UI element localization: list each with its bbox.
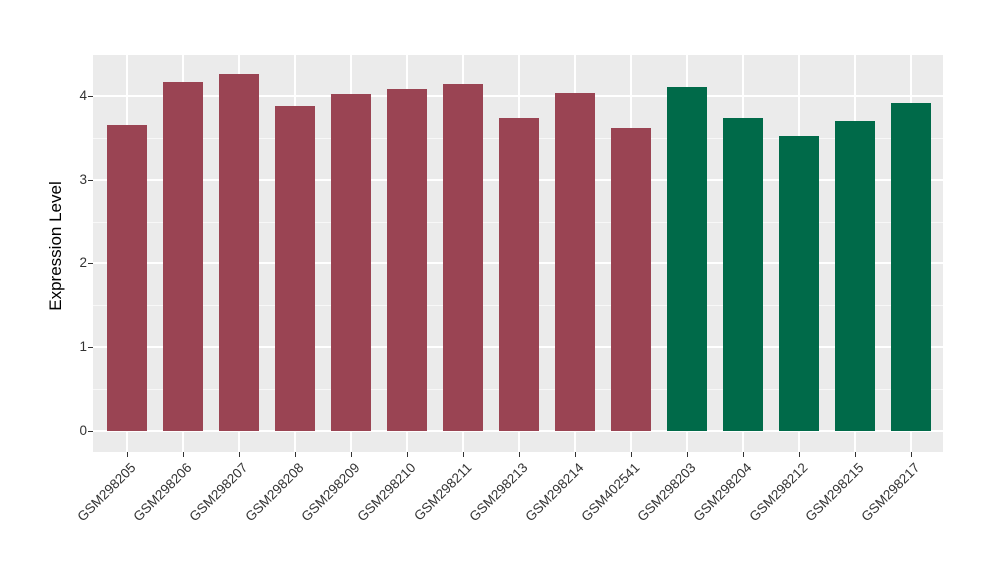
bar-GSM298214 — [554, 93, 595, 431]
x-tick-label: GSM298213 — [466, 460, 531, 525]
bar-GSM402541 — [610, 127, 651, 431]
x-tick-label: GSM298204 — [690, 460, 755, 525]
y-tick-label: 0 — [79, 423, 87, 438]
x-tick-mark — [182, 452, 184, 457]
x-tick-label: GSM298214 — [522, 460, 587, 525]
x-tick-mark — [910, 452, 912, 457]
bar-GSM298205 — [106, 125, 147, 431]
bar-GSM298210 — [386, 89, 427, 431]
x-tick-label: GSM298205 — [74, 460, 139, 525]
x-tick-label: GSM298210 — [354, 460, 419, 525]
y-tick-label: 2 — [79, 255, 87, 271]
gridline-major — [93, 94, 943, 97]
x-tick-label: GSM298206 — [130, 460, 195, 525]
y-tick-label: 4 — [79, 87, 87, 103]
x-tick-label: GSM298208 — [242, 460, 307, 525]
x-tick-label: GSM298203 — [634, 460, 699, 525]
bar-GSM298213 — [498, 117, 539, 431]
x-tick-label: GSM298217 — [858, 460, 923, 525]
y-axis-title: Expression Level — [46, 181, 65, 311]
x-tick-mark — [854, 452, 856, 457]
gridline-major — [93, 430, 943, 432]
y-tick-mark — [88, 95, 93, 97]
x-tick-mark — [462, 452, 464, 457]
x-tick-mark — [406, 452, 408, 457]
x-tick-label: GSM298209 — [298, 460, 363, 525]
x-tick-mark — [294, 452, 296, 457]
x-tick-mark — [238, 452, 240, 457]
bar-GSM298209 — [330, 94, 371, 431]
x-tick-label: GSM298207 — [186, 460, 251, 525]
bar-GSM298217 — [890, 103, 931, 431]
x-tick-mark — [126, 452, 128, 457]
plot-panel — [93, 55, 943, 452]
x-tick-label: GSM298215 — [802, 460, 867, 525]
bar-GSM298215 — [834, 120, 875, 431]
x-tick-mark — [574, 452, 576, 457]
bar-GSM298207 — [218, 74, 259, 431]
bar-GSM298203 — [666, 87, 707, 431]
x-tick-label: GSM402541 — [578, 460, 643, 525]
x-tick-mark — [350, 452, 352, 457]
bar-GSM298212 — [778, 136, 819, 431]
bar-GSM298208 — [274, 105, 315, 431]
x-tick-mark — [686, 452, 688, 457]
x-tick-label: GSM298212 — [746, 460, 811, 525]
x-tick-mark — [742, 452, 744, 457]
y-tick-mark — [88, 431, 93, 432]
y-tick-mark — [88, 347, 93, 349]
bar-GSM298211 — [442, 84, 483, 431]
x-tick-mark — [518, 452, 520, 457]
y-tick-label: 3 — [79, 171, 87, 187]
y-tick-mark — [88, 263, 93, 265]
y-tick-label: 1 — [79, 339, 87, 355]
x-tick-mark — [630, 452, 632, 457]
x-tick-mark — [798, 452, 800, 457]
x-tick-label: GSM298211 — [410, 460, 475, 524]
y-tick-mark — [88, 179, 93, 181]
bar-GSM298204 — [722, 117, 763, 431]
bar-GSM298206 — [162, 82, 203, 431]
